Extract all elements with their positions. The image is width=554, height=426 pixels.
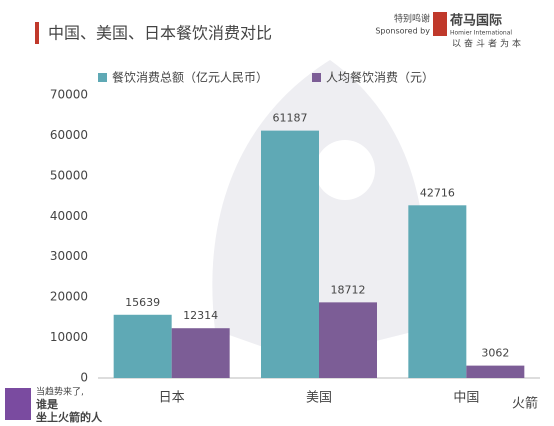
x-tick-label: 中国 (453, 391, 479, 406)
x-tick-label: 美国 (306, 391, 332, 406)
footer-brand: 火箭 (512, 396, 538, 412)
value-label: 3062 (481, 347, 509, 360)
sponsor-logo (433, 12, 447, 36)
y-tick-label: 60000 (50, 128, 88, 142)
footer-logo (5, 388, 31, 420)
bar (319, 302, 377, 378)
y-tick-label: 30000 (50, 249, 88, 263)
value-label: 15639 (125, 296, 160, 309)
bar (408, 205, 467, 378)
y-tick-label: 70000 (50, 88, 88, 102)
bar (261, 130, 319, 378)
value-label: 61187 (273, 112, 308, 125)
rocket-window (315, 140, 375, 200)
sponsor-slogan: 以奋斗者为本 (452, 38, 524, 50)
sponsor-name: 荷马国际 (449, 13, 502, 29)
sponsor-label-en: Sponsored by (375, 27, 430, 36)
bar (171, 328, 230, 378)
sponsor-label: 特别鸣谢 (394, 13, 430, 25)
footer-line2: 谁是 (36, 397, 59, 411)
legend-label: 人均餐饮消费（元） (326, 70, 434, 85)
chart-title: 中国、美国、日本餐饮消费对比 (48, 24, 272, 43)
bar (466, 365, 525, 378)
y-tick-label: 50000 (50, 168, 88, 182)
legend-swatch (98, 73, 107, 82)
footer-line3: 坐上火箭的人 (36, 410, 103, 424)
title-accent (35, 22, 39, 44)
sponsor-name-en: Homier International (450, 30, 512, 37)
footer-line1: 当趋势来了, (36, 386, 84, 398)
bar (113, 314, 172, 378)
value-label: 18712 (331, 283, 366, 296)
y-tick-label: 0 (80, 371, 88, 385)
value-label: 42716 (420, 186, 455, 199)
value-label: 12314 (183, 309, 218, 322)
y-tick-label: 10000 (50, 330, 88, 344)
legend-swatch (312, 73, 321, 82)
legend-label: 餐饮消费总额（亿元人民币） (112, 70, 268, 85)
x-tick-label: 日本 (159, 391, 185, 406)
y-tick-label: 20000 (50, 290, 88, 304)
y-tick-label: 40000 (50, 209, 88, 223)
